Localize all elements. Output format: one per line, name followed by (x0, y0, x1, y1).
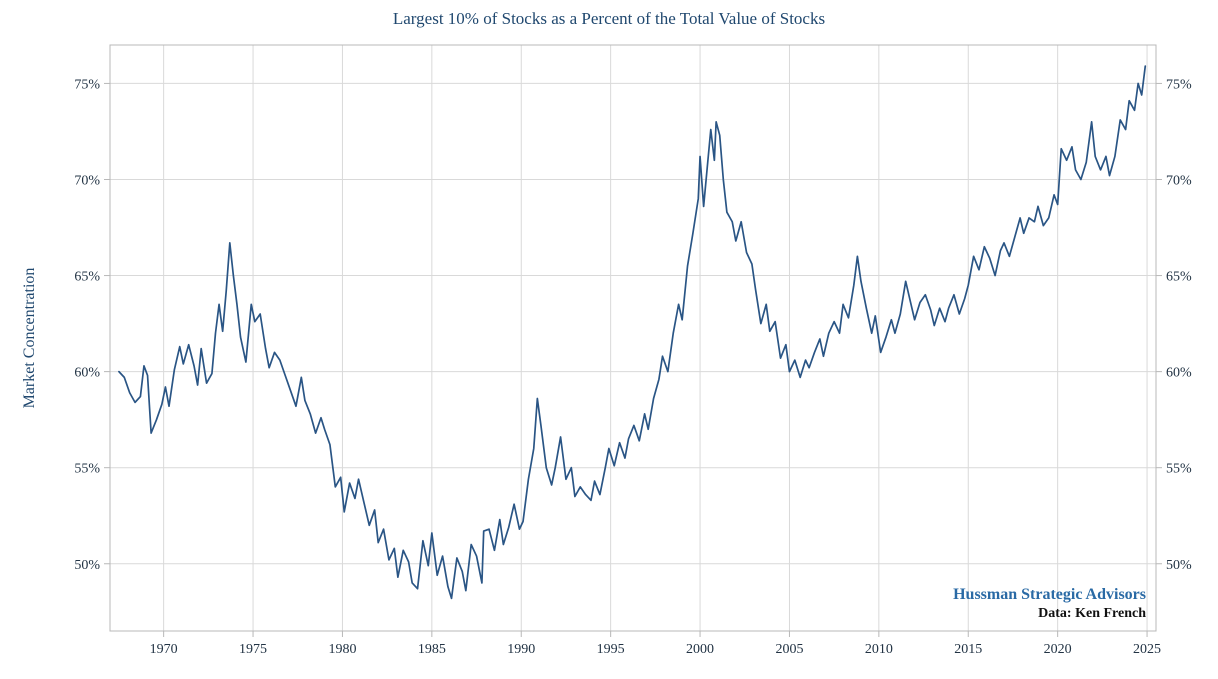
x-tick-label: 1990 (507, 642, 535, 657)
x-tick-label: 2000 (686, 642, 714, 657)
y-right-tick-label: 50% (1166, 558, 1192, 573)
chart-svg: Largest 10% of Stocks as a Percent of th… (0, 0, 1218, 679)
y-right-tick-label: 70% (1166, 173, 1192, 188)
x-tick-label: 1975 (239, 642, 267, 657)
y-right-tick-label: 65% (1166, 270, 1192, 285)
y-left-tick-label: 65% (74, 270, 100, 285)
y-right-tick-label: 55% (1166, 462, 1192, 477)
y-left-tick-label: 70% (74, 173, 100, 188)
credit-data: Data: Ken French (1038, 606, 1146, 621)
x-tick-label: 1995 (597, 642, 625, 657)
x-tick-label: 2025 (1133, 642, 1161, 657)
y-left-tick-label: 50% (74, 558, 100, 573)
x-tick-label: 2005 (775, 642, 803, 657)
y-left-tick-label: 60% (74, 366, 100, 381)
y-left-tick-label: 55% (74, 462, 100, 477)
x-tick-label: 2010 (865, 642, 893, 657)
x-tick-label: 2020 (1044, 642, 1072, 657)
x-tick-label: 2015 (954, 642, 982, 657)
y-axis-label: Market Concentration (21, 268, 38, 409)
x-tick-label: 1980 (328, 642, 356, 657)
y-right-tick-label: 75% (1166, 77, 1192, 92)
x-tick-label: 1985 (418, 642, 446, 657)
y-right-tick-label: 60% (1166, 366, 1192, 381)
chart-title: Largest 10% of Stocks as a Percent of th… (393, 9, 825, 28)
y-left-tick-label: 75% (74, 77, 100, 92)
x-tick-label: 1970 (150, 642, 178, 657)
credit-source: Hussman Strategic Advisors (953, 586, 1146, 603)
